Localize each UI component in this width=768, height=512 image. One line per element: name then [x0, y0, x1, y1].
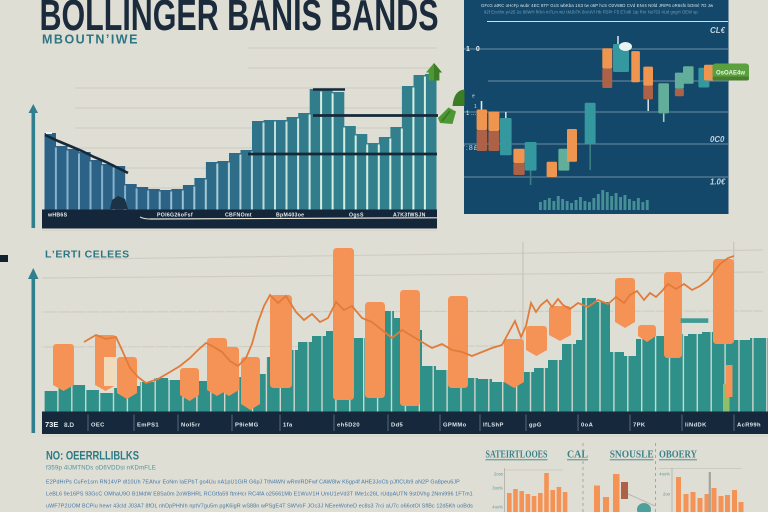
- svg-text:BpM403oe: BpM403oe: [276, 213, 304, 219]
- svg-text:IfLShP: IfLShP: [483, 423, 504, 429]
- svg-text:GPMMo: GPMMo: [443, 423, 467, 429]
- svg-text:E2PdHrPs CuFe1srn RN14VP dI10U: E2PdHrPs CuFe1srn RN14VP dI10Uh 7EAhur E…: [46, 480, 460, 486]
- svg-text:4oo%: 4oo%: [659, 472, 670, 477]
- svg-text:GFcG atRC oHcFp wubr 4EC 8TF G: GFcG atRC oHcFp wubr 4EC 8TF GcS wbKba 1…: [481, 3, 714, 8]
- svg-text:eh5D20: eh5D20: [337, 423, 360, 429]
- svg-text:7PK: 7PK: [633, 423, 646, 429]
- svg-text:liNdDK: liNdDK: [685, 423, 707, 429]
- svg-text:OsOAE4w: OsOAE4w: [716, 71, 745, 77]
- svg-text:7:8£: 7:8£: [461, 145, 479, 152]
- svg-text:CL€: CL€: [710, 26, 726, 35]
- svg-text:92f Eccthn pA25 2o 80WH fKhA m: 92f Eccthn pA25 2o 80WH fKhA m7Lm wU tMJ…: [484, 10, 698, 15]
- svg-text:OBOERY: OBOERY: [659, 450, 698, 461]
- svg-text:wHB6S: wHB6S: [47, 213, 68, 219]
- svg-text:e: e: [472, 94, 475, 100]
- svg-text:8.D: 8.D: [64, 422, 74, 429]
- svg-text:73E: 73E: [45, 420, 58, 429]
- svg-text:CBFNOmt: CBFNOmt: [225, 213, 252, 219]
- svg-text:gpG: gpG: [529, 423, 542, 429]
- svg-text:LeBL6 9e16PS 93GcC OMhaU9O B1M: LeBL6 9e16PS 93GcC OMhaU9O B1MdW E8Sa0m …: [46, 492, 473, 498]
- svg-text:SATEIRTLOOES: SATEIRTLOOES: [486, 450, 548, 461]
- svg-text:EmPS1: EmPS1: [137, 423, 159, 429]
- svg-text:1: 1: [474, 104, 477, 110]
- svg-text:BOLLINGER BANIS BANDS: BOLLINGER BANIS BANDS: [40, 0, 439, 40]
- svg-text:1 0: 1 0: [466, 46, 482, 53]
- svg-text:1.0€: 1.0€: [710, 178, 726, 187]
- svg-text:SNOUSLE: SNOUSLE: [610, 450, 654, 461]
- svg-text:1fa: 1fa: [283, 423, 293, 429]
- svg-text:OgsS: OgsS: [349, 213, 364, 219]
- svg-text:0oA: 0oA: [581, 423, 594, 429]
- svg-text:f359p 4lJMTNDs oD6VDDsi nKDmFL: f359p 4lJMTNDs oD6VDDsi nKDmFLE: [46, 466, 156, 472]
- svg-text:0C0: 0C0: [710, 135, 725, 144]
- svg-text:POI6G26oFsf: POI6G26oFsf: [157, 213, 193, 219]
- svg-text:Dd5: Dd5: [391, 423, 404, 429]
- svg-text:3oo%: 3oo%: [492, 486, 503, 491]
- svg-text:MBOUTNʼIWE: MBOUTNʼIWE: [42, 33, 139, 47]
- svg-text:2oos: 2oos: [494, 472, 503, 477]
- svg-text:OEC: OEC: [91, 423, 105, 429]
- svg-text:P9ieMG: P9ieMG: [235, 423, 259, 429]
- svg-text:2oo: 2oo: [663, 492, 671, 497]
- svg-text:A7K3fWSJN: A7K3fWSJN: [393, 213, 426, 219]
- svg-text:4oo%: 4oo%: [492, 505, 503, 510]
- svg-text:uWF7P2UOM BCPiu hewr 43cld J03: uWF7P2UOM BCPiu hewr 43cld J03A7 8fOL nh…: [46, 504, 473, 510]
- svg-text:AcR99h: AcR99h: [737, 423, 761, 429]
- svg-text:NO: OEERRLLIBLKS: NO: OEERRLLIBLKS: [46, 451, 139, 463]
- svg-text:CAL: CAL: [567, 450, 588, 461]
- svg-text:NoI5rr: NoI5rr: [181, 423, 201, 429]
- svg-text:LʼERTI CELEES: LʼERTI CELEES: [45, 249, 130, 261]
- svg-text:1 ...: 1 ...: [466, 111, 476, 117]
